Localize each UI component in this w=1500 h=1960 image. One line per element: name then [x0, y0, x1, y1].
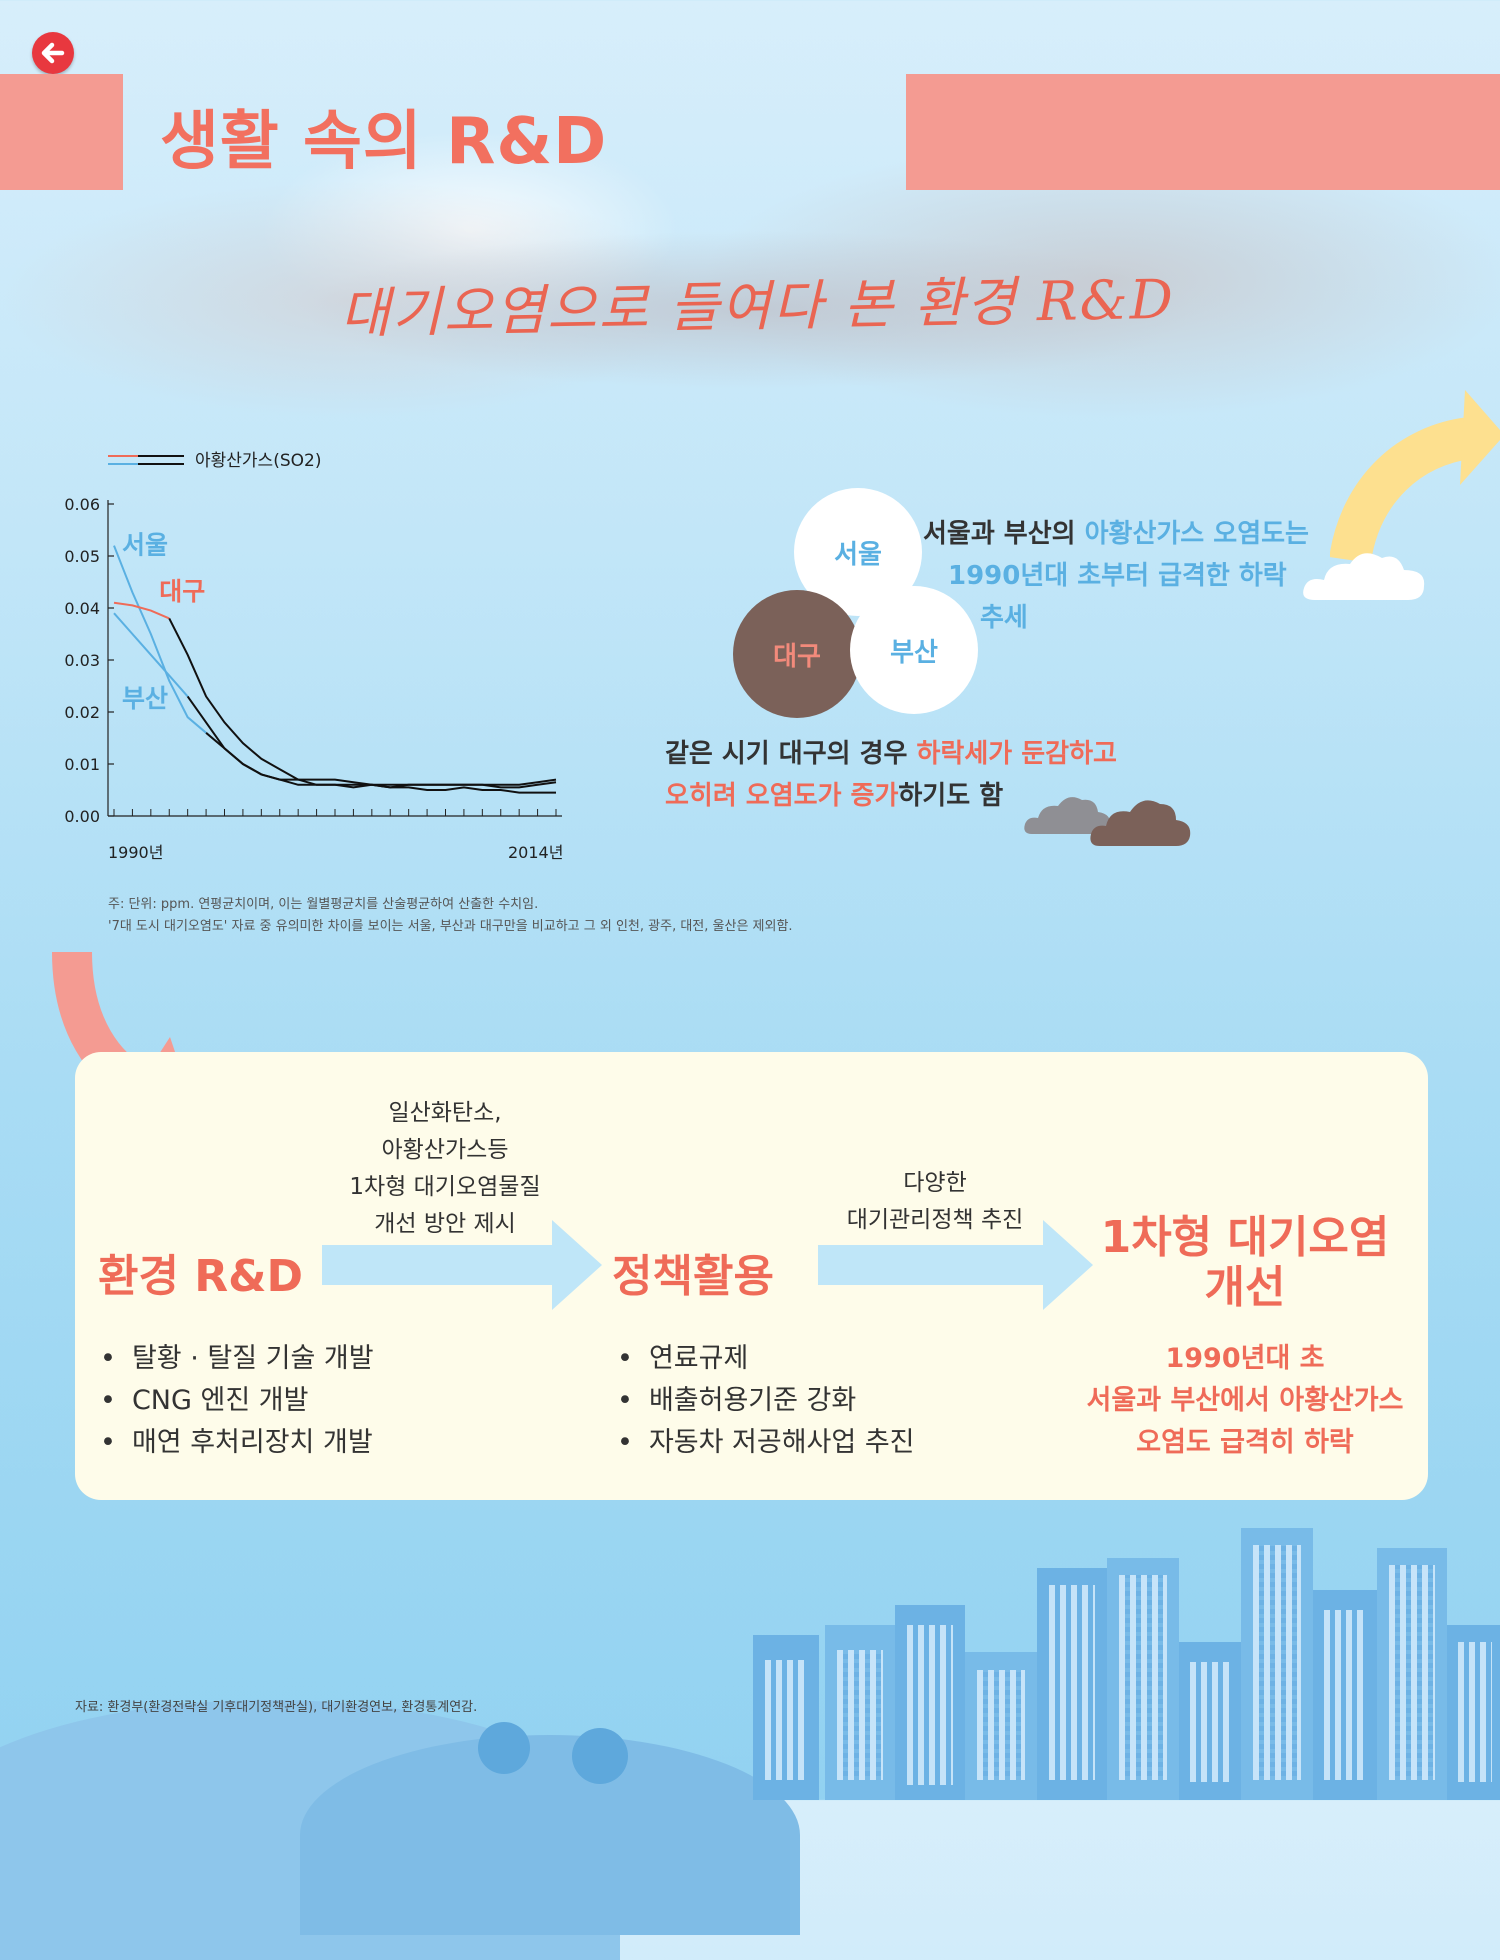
- step3-title-line-1: 1차형 대기오염: [1100, 1212, 1390, 1263]
- back-button[interactable]: [32, 32, 74, 74]
- building-windows: [1253, 1545, 1301, 1780]
- building-windows: [1389, 1565, 1435, 1780]
- chart-note-2: '7대 도시 대기오염도' 자료 중 유의미한 차이를 보이는 서울, 부산과 …: [108, 919, 793, 934]
- chart-legend: 아황산가스(SO2): [108, 451, 321, 471]
- summary-line-3: 추세: [980, 603, 1028, 633]
- summary-line-2: 1990년대 초부터 급격한 하락: [948, 561, 1287, 591]
- arrow-left-icon: [41, 42, 65, 64]
- building-windows: [1049, 1585, 1095, 1780]
- background-cloud: [300, 230, 1200, 390]
- step1-caption: 일산화탄소, 아황산가스등 1차형 대기오염물질 개선 방안 제시: [320, 1095, 570, 1243]
- building-windows: [837, 1650, 883, 1780]
- y-tick-label: 0.03: [64, 651, 100, 670]
- curved-arrow-icon: [1330, 390, 1500, 564]
- series-label: 서울: [122, 530, 168, 559]
- daegu-line-2b: 하기도 함: [898, 781, 1004, 811]
- header-band-right: [906, 74, 1500, 190]
- step3-result-line: 서울과 부산에서 아황산가스: [1086, 1385, 1404, 1416]
- series-line-2-early: [113, 612, 189, 698]
- y-tick-label: 0.06: [64, 495, 100, 514]
- list-item: 탈황 · 탈질 기술 개발: [100, 1338, 374, 1380]
- list-item: 배출허용기준 강화: [617, 1380, 915, 1422]
- list-item: 연료규제: [617, 1338, 915, 1380]
- step3-title: 1차형 대기오염 개선: [1085, 1213, 1405, 1313]
- list-item: 매연 후처리장치 개발: [100, 1422, 374, 1464]
- daegu-line-1a: 같은 시기 대구의 경우: [665, 739, 917, 769]
- building-windows: [1458, 1642, 1492, 1782]
- step1-title: 환경 R&D: [98, 1251, 304, 1302]
- header-band-left: [0, 74, 123, 190]
- flow-arrow-1-icon: [322, 1220, 602, 1310]
- daegu-line-2: 오히려 오염도가 증가하기도 함: [665, 775, 1003, 817]
- page-subtitle: 대기오염으로 들여다 본 환경 R&D: [339, 267, 1176, 346]
- daegu-line-1b: 하락세가 둔감하고: [916, 739, 1117, 769]
- step1-bullets: 탈황 · 탈질 기술 개발 CNG 엔진 개발 매연 후처리장치 개발: [100, 1338, 374, 1464]
- summary-line-1a: 서울과 부산의: [923, 519, 1085, 549]
- building-windows: [1324, 1610, 1366, 1780]
- list-item: CNG 엔진 개발: [100, 1380, 374, 1422]
- building-windows: [977, 1670, 1025, 1780]
- y-tick-label: 0.01: [64, 755, 100, 774]
- chart-axes: 0.06 0.05 0.04 0.03 0.02 0.01 0.00: [64, 495, 562, 826]
- step2-title: 정책활용: [612, 1251, 774, 1302]
- list-item: 자동차 저공해사업 추진: [617, 1422, 915, 1464]
- legend-label: 아황산가스(SO2): [195, 451, 321, 471]
- gray-cloud-icon: [1024, 797, 1111, 834]
- tree-icon: [572, 1728, 628, 1784]
- hill-background: [300, 1735, 800, 1935]
- step2-bullets: 연료규제 배출허용기준 강화 자동차 저공해사업 추진: [617, 1338, 915, 1464]
- white-cloud-icon: [1303, 553, 1425, 600]
- page-title: 생활 속의 R&D: [160, 105, 608, 179]
- series-line-1: [168, 617, 557, 786]
- chart-note-1: 주: 단위: ppm. 연평균치이며, 이는 월별평균치를 산술평균하여 산출한…: [108, 897, 539, 912]
- step1-caption-line: 일산화탄소,: [388, 1100, 502, 1126]
- step1-caption-line: 개선 방안 제시: [374, 1211, 516, 1237]
- source-note: 자료: 환경부(환경전략실 기후대기정책관실), 대기환경연보, 환경통계연감.: [75, 1700, 478, 1715]
- step2-caption-line: 대기관리정책 추진: [846, 1207, 1024, 1233]
- series-line-0-early: [113, 545, 207, 734]
- series-line-1-early: [113, 601, 170, 620]
- step3-result-line: 오염도 급격히 하락: [1136, 1427, 1354, 1458]
- daegu-line-1: 같은 시기 대구의 경우 하락세가 둔감하고: [665, 733, 1117, 775]
- flow-arrow-2-icon: [818, 1220, 1093, 1310]
- summary-line-1: 서울과 부산의 아황산가스 오염도는: [923, 513, 1309, 555]
- step2-caption: 다양한 대기관리정책 추진: [815, 1165, 1055, 1239]
- series-label: 부산: [122, 684, 168, 713]
- so2-line-chart: 아황산가스(SO2) 0.060.050.040.030.020.010.00 …: [64, 451, 563, 862]
- building-windows: [907, 1625, 953, 1785]
- step3-result-line: 1990년대 초: [1165, 1343, 1325, 1374]
- building-windows: [1119, 1575, 1167, 1780]
- summary-line-1b: 아황산가스 오염도는: [1084, 519, 1309, 549]
- brown-cloud-icon: [1090, 800, 1191, 846]
- y-tick-label: 0.04: [64, 599, 100, 618]
- series-line-0: [205, 732, 557, 789]
- y-tick-label: 0.00: [64, 807, 100, 826]
- venn-busan: 부산: [850, 586, 978, 714]
- daegu-line-2a: 오히려 오염도가 증가: [665, 781, 899, 811]
- step1-caption-line: 1차형 대기오염물질: [349, 1174, 541, 1200]
- x-label-end: 2014년: [508, 843, 563, 862]
- x-label-start: 1990년: [108, 843, 163, 862]
- step3-title-line-2: 개선: [1204, 1262, 1286, 1313]
- venn-daegu: 대구: [733, 590, 861, 718]
- step2-caption-line: 다양한: [903, 1170, 967, 1196]
- building-windows: [765, 1660, 807, 1780]
- building-windows: [1190, 1662, 1230, 1782]
- step1-caption-line: 아황산가스등: [381, 1137, 509, 1163]
- y-tick-label: 0.05: [64, 547, 100, 566]
- series-label: 대구: [159, 577, 205, 606]
- tree-icon: [478, 1722, 530, 1774]
- step3-result: 1990년대 초 서울과 부산에서 아황산가스 오염도 급격히 하락: [1075, 1338, 1415, 1464]
- y-tick-label: 0.02: [64, 703, 100, 722]
- series-line-2: [186, 695, 556, 794]
